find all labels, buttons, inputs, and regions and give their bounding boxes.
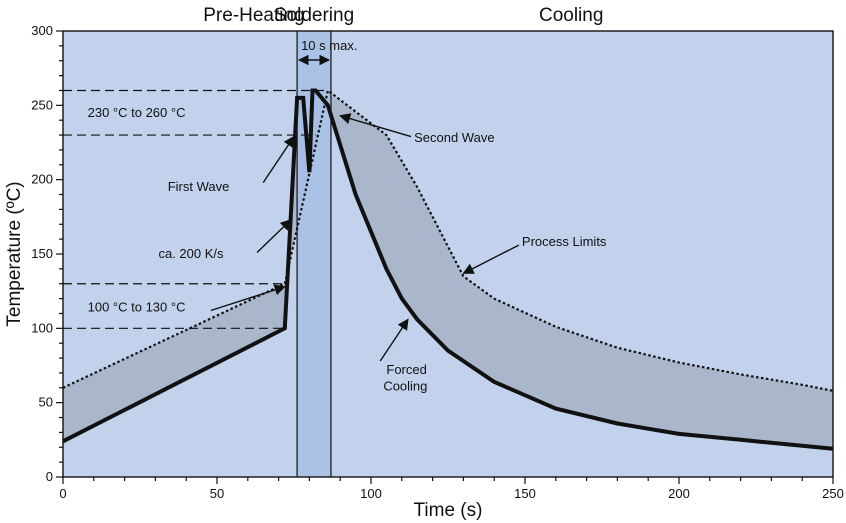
y-tick-label: 200 xyxy=(31,172,53,187)
annotation-label-6: Forced xyxy=(386,362,426,377)
process-limit-curve xyxy=(62,88,834,392)
annotation-arrow-2 xyxy=(462,244,520,274)
annotation-label-7: Cooling xyxy=(383,378,427,393)
phase-label-pre-heating: Pre-Heating xyxy=(203,5,304,26)
x-tick-label: 0 xyxy=(59,486,66,501)
x-tick-label: 200 xyxy=(668,486,690,501)
annotation-label-3: Process Limits xyxy=(522,234,607,249)
y-tick-label: 0 xyxy=(46,469,53,484)
y-tick-label: 250 xyxy=(31,97,53,112)
y-tick-label: 50 xyxy=(39,395,53,410)
duration-label: 10 s max. xyxy=(301,38,357,53)
x-tick-label: 250 xyxy=(822,486,844,501)
annotation-arrow-3 xyxy=(256,219,292,254)
annotation-label-1: Second Wave xyxy=(414,130,494,145)
y-axis-title: Temperature (ºC) xyxy=(4,181,25,326)
y-tick-label: 100 xyxy=(31,320,53,335)
annotation-arrow-1 xyxy=(262,135,295,184)
x-tick-label: 100 xyxy=(360,486,382,501)
solder-profile-curve xyxy=(62,88,834,451)
x-axis-title: Time (s) xyxy=(414,500,483,521)
annotation-label-0: 230 °C to 260 °C xyxy=(88,105,186,120)
annotation-arrow-5 xyxy=(379,318,409,362)
y-tick-label: 300 xyxy=(31,23,53,38)
x-tick-label: 50 xyxy=(210,486,224,501)
annotation-arrow-4 xyxy=(210,284,286,312)
x-tick-label: 150 xyxy=(514,486,536,501)
annotation-arrow-0 xyxy=(339,113,412,138)
process-window-band xyxy=(63,90,833,449)
y-tick-label: 150 xyxy=(31,246,53,261)
annotation-label-5: 100 °C to 130 °C xyxy=(88,300,186,315)
annotation-label-2: First Wave xyxy=(168,179,230,194)
annotation-label-4: ca. 200 K/s xyxy=(158,246,224,261)
phase-label-soldering: Soldering xyxy=(274,5,354,26)
phase-label-cooling: Cooling xyxy=(539,5,603,26)
